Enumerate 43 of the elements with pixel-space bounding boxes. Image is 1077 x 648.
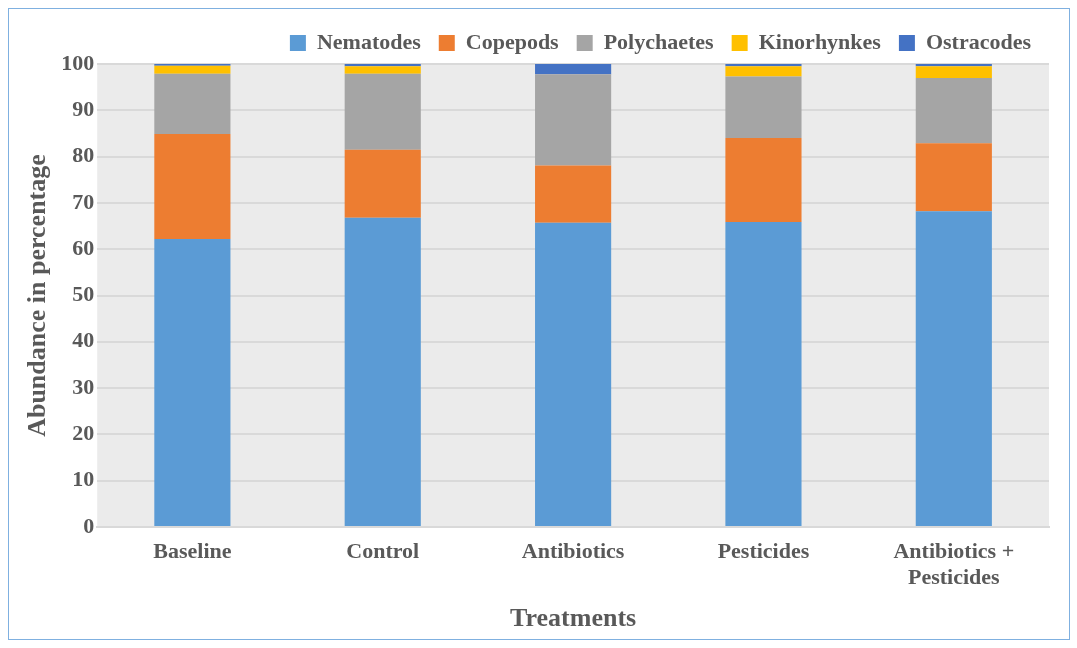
bar — [725, 138, 802, 222]
legend-label: Copepods — [465, 28, 560, 54]
bar — [725, 76, 802, 139]
legend-label: Kinorhynkes — [758, 28, 882, 54]
x-tick-label: Baseline — [153, 537, 232, 563]
y-tick-label: 10 — [72, 466, 95, 492]
bar — [915, 77, 992, 144]
bar — [154, 133, 231, 240]
y-tick-label: 70 — [72, 188, 95, 214]
y-tick-label: 100 — [61, 49, 95, 75]
y-tick-label: 50 — [72, 281, 95, 307]
bar — [344, 66, 421, 74]
y-tick-label: 0 — [83, 512, 95, 538]
bar — [535, 74, 612, 166]
bar — [725, 221, 802, 526]
x-tick-label: Antibiotics + Pesticides — [893, 537, 1015, 590]
bar — [535, 222, 612, 526]
y-tick-label: 20 — [72, 420, 95, 446]
bar — [344, 217, 421, 526]
y-tick-label: 60 — [72, 234, 95, 260]
bar — [344, 73, 421, 150]
bar — [725, 66, 802, 77]
bar — [154, 65, 231, 74]
x-tick-label: Control — [346, 537, 420, 563]
bar — [915, 211, 992, 526]
bar — [915, 66, 992, 78]
y-tick-label: 40 — [72, 327, 95, 353]
y-tick-label: 90 — [72, 95, 95, 121]
y-axis-title: Abundance in percentage — [22, 154, 52, 437]
bar — [154, 73, 231, 134]
x-tick-label: Antibiotics — [521, 537, 625, 563]
bar — [154, 239, 231, 526]
legend-label: Nematodes — [316, 28, 422, 54]
x-axis-title: Treatments — [510, 603, 637, 633]
y-tick-label: 80 — [72, 142, 95, 168]
bar — [535, 64, 612, 75]
bar — [344, 149, 421, 218]
x-tick-label: Pesticides — [717, 537, 810, 563]
legend-label: Ostracodes — [925, 28, 1032, 54]
bar — [535, 165, 612, 223]
bar — [915, 143, 992, 212]
y-tick-label: 30 — [72, 373, 95, 399]
legend-label: Polychaetes — [603, 28, 715, 54]
